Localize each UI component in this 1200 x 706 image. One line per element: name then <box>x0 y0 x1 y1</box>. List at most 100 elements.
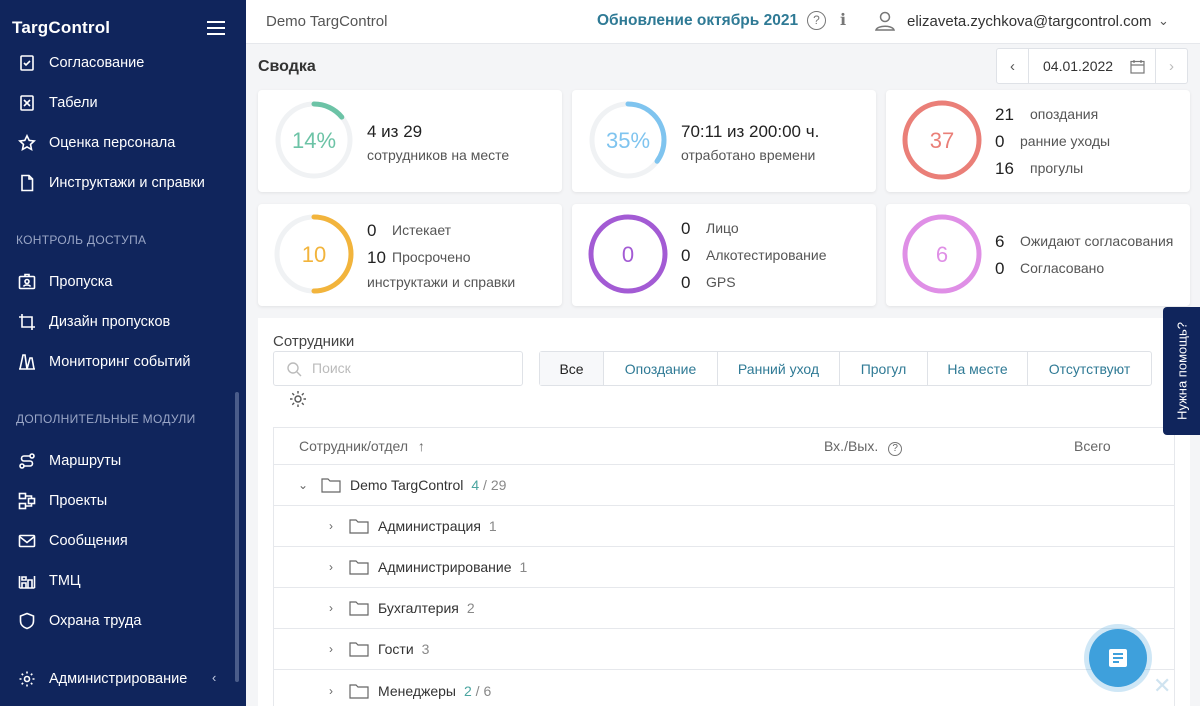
column-inout[interactable]: Вх./Вых. ? <box>824 438 903 456</box>
approval-icon <box>17 53 37 73</box>
update-link[interactable]: Обновление октябрь 2021 <box>597 12 799 29</box>
chevron-right-icon[interactable]: › <box>1155 49 1187 83</box>
checks-ring <box>588 214 668 294</box>
sidebar-item-inventory[interactable]: ТМЦ <box>0 563 246 599</box>
filter-present[interactable]: На месте <box>928 352 1028 385</box>
settings-gear-icon[interactable] <box>288 389 308 409</box>
filter-absent[interactable]: Отсутствуют <box>1048 360 1131 377</box>
overdue-count: 10 <box>367 248 386 267</box>
chevron-right-icon[interactable]: › <box>329 560 333 574</box>
chevron-right-icon[interactable]: › <box>329 519 333 533</box>
chevron-down-icon[interactable]: ⌄ <box>1158 13 1169 28</box>
sidebar-item-label: Инструктажи и справки <box>49 175 205 191</box>
card-briefings[interactable]: 10 0 Истекает 10 Просрочено инструктажи … <box>258 204 562 306</box>
sidebar-item-labor-safety[interactable]: Охрана труда <box>0 603 246 639</box>
document-icon <box>17 173 37 193</box>
help-tab-label: Нужна помощь? <box>1174 322 1189 420</box>
close-icon[interactable]: ✕ <box>1153 673 1172 698</box>
crop-icon <box>17 312 37 332</box>
card-violations[interactable]: 37 21 опоздания 0 ранние уходы 16 прогул… <box>886 90 1190 192</box>
route-icon <box>17 451 37 471</box>
column-inout-label: Вх./Вых. <box>824 438 879 454</box>
chevron-left-icon[interactable]: ‹ <box>997 49 1029 83</box>
overdue-label: Просрочено <box>392 249 471 265</box>
filter-early-leave[interactable]: Ранний уход <box>718 352 840 385</box>
date-navigator: ‹ 04.01.2022 › <box>996 48 1188 84</box>
sidebar-scrollbar[interactable] <box>235 392 239 682</box>
date-picker[interactable]: 04.01.2022 <box>1029 49 1155 83</box>
status-filter-group: Все Опоздание Ранний уход Прогул На мест… <box>539 351 1152 386</box>
filter-late[interactable]: Опоздание <box>604 352 718 385</box>
sidebar-item-label: Проекты <box>49 493 108 509</box>
table-row[interactable]: › Администрирование 1 <box>274 547 1174 588</box>
worktime-progress-ring <box>589 101 667 179</box>
help-tab[interactable]: Нужна помощь? <box>1163 307 1200 435</box>
column-employee[interactable]: Сотрудник/отдел ↑ <box>299 438 425 454</box>
help-icon[interactable]: ? <box>888 442 903 456</box>
card-approvals[interactable]: 6 6 Ожидают согласования 0 Согласовано <box>886 204 1190 306</box>
top-header: Demo TargControl Обновление октябрь 2021… <box>246 0 1200 44</box>
logo[interactable]: TargControl <box>12 18 111 37</box>
sidebar-item-pass-design[interactable]: Дизайн пропусков <box>0 304 246 340</box>
card-presence[interactable]: 14% 4 из 29 сотрудников на месте <box>258 90 562 192</box>
chevron-right-icon[interactable]: › <box>329 642 333 656</box>
employees-title: Сотрудники <box>273 333 355 350</box>
sidebar-item-label: Табели <box>49 95 98 111</box>
chevron-left-icon[interactable]: ‹ <box>212 670 217 685</box>
sidebar-item-timesheets[interactable]: Табели <box>0 85 246 121</box>
table-row[interactable]: ⌄ Demo TargControl 4 / 29 <box>274 465 1174 506</box>
company-name: Demo TargControl <box>266 13 388 30</box>
column-total[interactable]: Всего <box>1074 438 1111 454</box>
late-label: опоздания <box>1030 106 1099 122</box>
card-checks[interactable]: 0 0 Лицо 0 Алкотестирование 0 GPS <box>572 204 876 306</box>
sidebar-item-monitoring[interactable]: Мониторинг событий <box>0 344 246 380</box>
table-row[interactable]: › Администрация 1 <box>274 506 1174 547</box>
early-leave-label: ранние уходы <box>1020 133 1111 149</box>
table-row[interactable]: › Менеджеры 2 / 6 <box>274 670 1174 706</box>
info-icon[interactable]: ℹ <box>840 10 847 29</box>
help-icon[interactable]: ? <box>807 11 826 30</box>
sidebar-item-approval[interactable]: Согласование <box>0 45 246 81</box>
menu-toggle-icon[interactable] <box>207 21 225 37</box>
sidebar-item-administration[interactable]: Администрирование <box>0 661 246 697</box>
user-email[interactable]: elizaveta.zychkova@targcontrol.com <box>907 13 1152 30</box>
present-count: 2 <box>463 682 472 699</box>
column-employee-label: Сотрудник/отдел <box>299 438 408 454</box>
approved-count: 0 <box>995 259 1005 278</box>
timesheet-icon <box>17 93 37 113</box>
approved-label: Согласовано <box>1020 260 1105 276</box>
face-label: Лицо <box>706 220 739 236</box>
sidebar-item-routes[interactable]: Маршруты <box>0 443 246 479</box>
briefings-ring <box>274 214 354 294</box>
sidebar-item-messages[interactable]: Сообщения <box>0 523 246 559</box>
search-box <box>273 351 523 386</box>
department-count: 1 <box>519 559 528 575</box>
card-worktime[interactable]: 35% 70:11 из 200:00 ч. отработано времен… <box>572 90 876 192</box>
total-count: / 6 <box>471 682 492 699</box>
department-count: 2 / 6 <box>464 683 491 699</box>
checks-total: 0 <box>621 242 635 267</box>
department-name: Demo TargControl <box>350 477 464 493</box>
chat-button[interactable] <box>1089 629 1147 687</box>
chevron-right-icon[interactable]: › <box>329 601 333 615</box>
search-icon <box>287 362 302 377</box>
table-row[interactable]: › Бухгалтерия 2 <box>274 588 1174 629</box>
search-input[interactable] <box>312 360 512 376</box>
chevron-down-icon[interactable]: ⌄ <box>297 478 309 492</box>
filter-all[interactable]: Все <box>540 352 604 385</box>
folder-icon <box>321 478 341 493</box>
chevron-right-icon[interactable]: › <box>329 683 333 698</box>
shield-icon <box>17 611 37 631</box>
department-count: 4 / 29 <box>471 477 506 493</box>
sidebar-item-evaluation[interactable]: Оценка персонала <box>0 125 246 161</box>
early-leave-count: 0 <box>995 132 1005 151</box>
sidebar-item-briefings[interactable]: Инструктажи и справки <box>0 165 246 201</box>
filter-absence[interactable]: Прогул <box>840 352 928 385</box>
sidebar-item-projects[interactable]: Проекты <box>0 483 246 519</box>
sidebar-item-label: ТМЦ <box>49 573 81 589</box>
user-icon[interactable] <box>874 10 896 32</box>
table-row[interactable]: › Гости 3 <box>274 629 1174 670</box>
presence-count: 4 из 29 <box>367 122 423 141</box>
alcotest-count: 0 <box>681 246 691 265</box>
sidebar-item-passes[interactable]: Пропуска <box>0 264 246 300</box>
